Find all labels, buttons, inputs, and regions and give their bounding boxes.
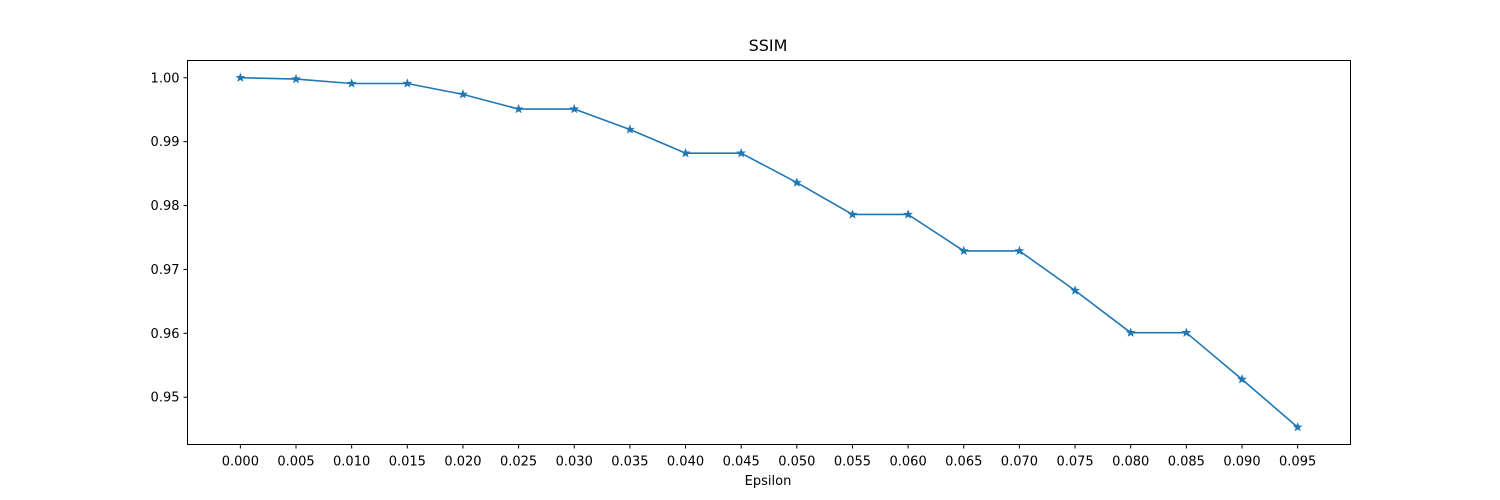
- y-tick-label: 0.99: [151, 135, 180, 150]
- x-tick-label: 0.025: [500, 455, 537, 470]
- x-tick-label: 0.080: [1112, 455, 1149, 470]
- x-tick-label: 0.015: [389, 455, 426, 470]
- data-point-star: [1292, 422, 1303, 432]
- data-point-star: [903, 209, 914, 219]
- x-tick-label: 0.050: [778, 455, 815, 470]
- x-tick-label: 0.030: [556, 455, 593, 470]
- x-tick-label: 0.020: [444, 455, 481, 470]
- data-point-star: [569, 103, 580, 114]
- data-point-star: [1014, 245, 1025, 256]
- data-point-star: [1125, 327, 1136, 337]
- x-tick-label: 0.070: [1001, 455, 1038, 470]
- data-point-star: [1070, 285, 1080, 295]
- y-tick-label: 0.98: [151, 199, 180, 214]
- x-axis-label: Epsilon: [745, 474, 792, 489]
- x-tick-label: 0.055: [834, 455, 871, 470]
- x-tick-label: 0.090: [1223, 455, 1260, 470]
- y-tick-label: 1.00: [151, 71, 180, 86]
- x-tick-label: 0.045: [723, 455, 760, 470]
- data-point-star: [1237, 374, 1247, 384]
- x-tick-label: 0.040: [667, 455, 704, 470]
- x-tick-label: 0.075: [1056, 455, 1093, 470]
- x-tick-label: 0.060: [890, 455, 927, 470]
- plot-area: 0.000 0.005 0.010 0.015 0.020 0.025 0.030 0.035…: [151, 71, 1317, 469]
- x-tick-label: 0.005: [277, 455, 314, 470]
- x-tick-label: 0.035: [611, 455, 648, 470]
- data-point-star: [736, 147, 747, 158]
- y-tick-label: 0.97: [151, 263, 180, 278]
- data-point-star: [513, 103, 524, 114]
- data-point-star: [235, 72, 246, 82]
- data-point-star: [680, 147, 691, 158]
- x-tick-label: 0.085: [1168, 455, 1205, 470]
- x-tick-label: 0.095: [1279, 455, 1316, 470]
- y-tick-label: 0.96: [151, 327, 180, 342]
- data-point-star: [346, 78, 357, 88]
- x-tick-label: 0.010: [333, 455, 370, 470]
- chart-title: SSIM: [749, 36, 788, 55]
- data-point-star: [791, 177, 802, 187]
- data-point-star: [847, 209, 858, 219]
- y-tick-label: 0.95: [151, 391, 180, 406]
- data-point-star: [291, 73, 301, 84]
- data-point-star: [624, 124, 635, 134]
- series-line: [240, 76, 1299, 428]
- data-point-star: [458, 89, 468, 99]
- data-point-star: [402, 78, 413, 88]
- x-tick-label: 0.065: [945, 455, 982, 470]
- data-point-star: [958, 245, 969, 256]
- x-tick-label: 0.000: [222, 455, 259, 470]
- data-point-star: [1181, 327, 1192, 337]
- plot-frame: [187, 60, 1351, 445]
